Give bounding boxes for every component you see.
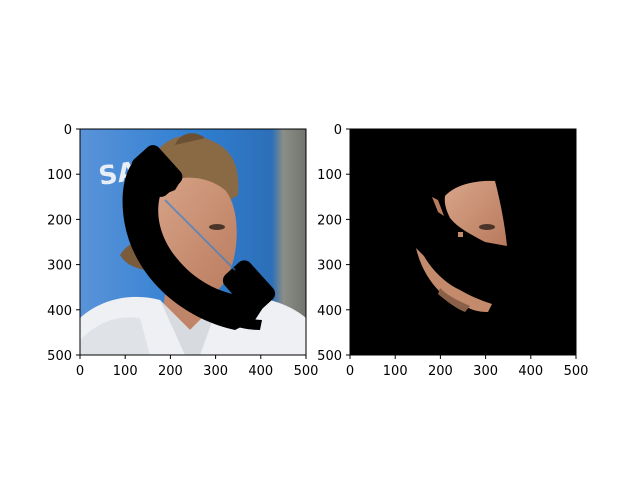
y-tick-label: 400 (317, 304, 342, 319)
y-tick-label: 0 (64, 123, 72, 138)
y-tick-label: 300 (47, 259, 72, 274)
handset-mask (122, 145, 276, 330)
hair (150, 135, 239, 220)
x-tick-label: 0 (346, 364, 354, 379)
x-tick-label: 100 (383, 364, 408, 379)
y-tick-label: 200 (47, 213, 72, 228)
left-image-panel: SA (79, 128, 307, 356)
y-tick-label: 300 (317, 259, 342, 274)
y-tick-label: 0 (334, 123, 342, 138)
y-tick-label: 500 (317, 349, 342, 364)
y-tick-label: 200 (317, 213, 342, 228)
x-tick-label: 400 (518, 364, 543, 379)
face-fragment-eyes (444, 180, 507, 246)
right-axes-frame (349, 128, 577, 356)
x-tick-label: 200 (428, 364, 453, 379)
axis-ticks: 0 100 200 300 400 500 0 100 200 300 400 500 0 100 200 3… (47, 123, 588, 379)
left-axes-frame (79, 128, 307, 356)
y-tick-label: 100 (317, 168, 342, 183)
x-tick-label: 500 (294, 364, 319, 379)
x-tick-label: 400 (248, 364, 273, 379)
y-tick-label: 400 (47, 304, 72, 319)
x-tick-label: 100 (113, 364, 138, 379)
x-tick-label: 300 (203, 364, 228, 379)
x-tick-label: 200 (158, 364, 183, 379)
right-image-panel (349, 128, 577, 356)
y-tick-label: 500 (47, 349, 72, 364)
x-tick-label: 500 (564, 364, 589, 379)
y-tick-label: 100 (47, 168, 72, 183)
x-tick-label: 0 (76, 364, 84, 379)
x-tick-label: 300 (473, 364, 498, 379)
black-background (350, 129, 576, 355)
